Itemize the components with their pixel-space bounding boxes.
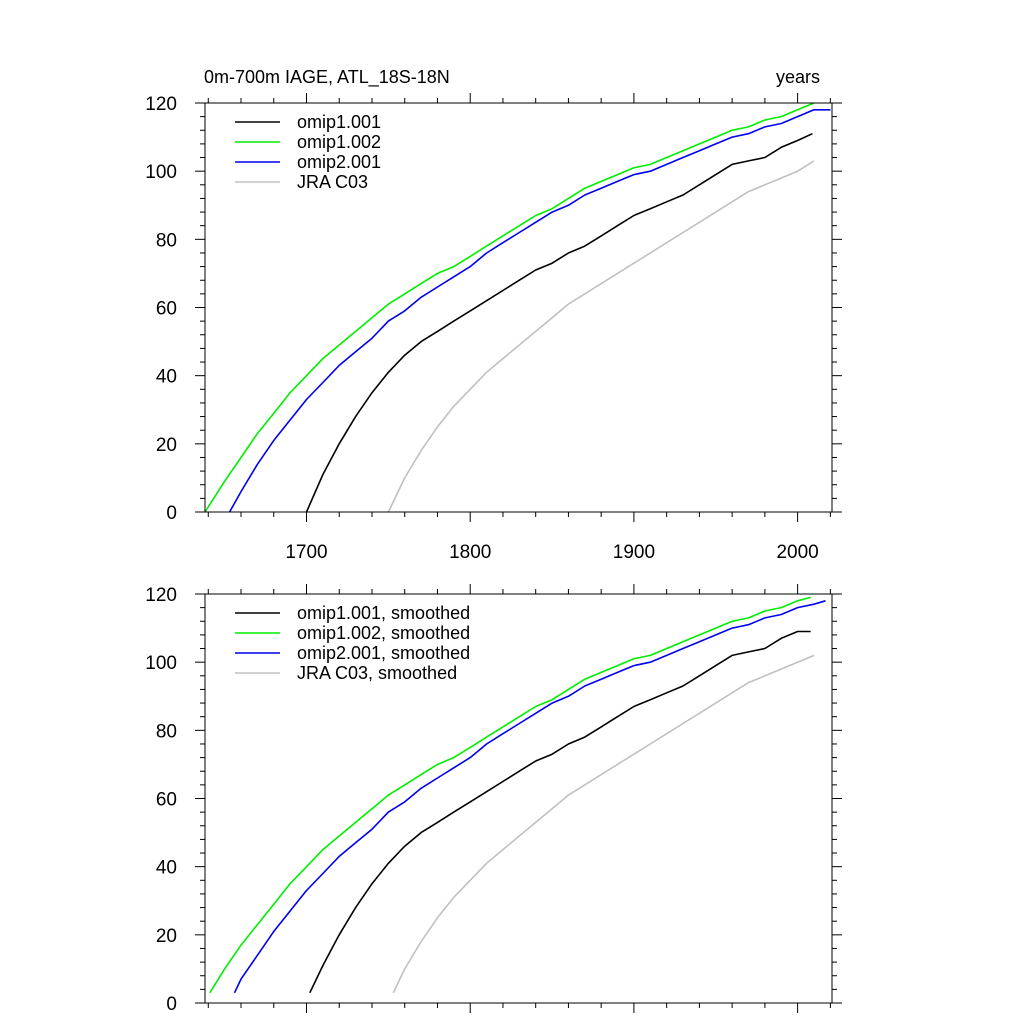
- x-tick-label: 1800: [449, 542, 491, 563]
- legend-label: omip1.001: [297, 112, 381, 132]
- series-line-2: [209, 596, 811, 994]
- legend-label: omip1.002, smoothed: [297, 623, 470, 643]
- legend-label: omip2.001: [297, 152, 381, 172]
- legend-label: omip1.001, smoothed: [297, 603, 470, 623]
- series-line-3: [233, 600, 826, 994]
- y-tick-label: 60: [156, 299, 177, 320]
- bottom-panel: 0 20 40 60 80 100 120 omip1.001, smoothedomip1.…: [145, 584, 842, 1015]
- legend-label: omip2.001, smoothed: [297, 643, 470, 663]
- y-tick-label: 40: [156, 858, 177, 879]
- y-tick-label: 80: [156, 721, 177, 742]
- series-line-4: [387, 160, 815, 513]
- chart-title: 0m-700m IAGE, ATL_18S-18N: [204, 67, 450, 88]
- y-tick-label: 0: [166, 503, 177, 524]
- series-line-4: [392, 654, 815, 994]
- y-tick-label: 80: [156, 230, 177, 251]
- series-line-1: [309, 630, 811, 994]
- x-tick-label: 2000: [776, 542, 818, 563]
- chart-units-label: years: [776, 67, 820, 87]
- y-tick-label: 20: [156, 926, 177, 947]
- y-tick-label: 0: [166, 994, 177, 1015]
- series-line-3: [228, 109, 831, 513]
- y-tick-label: 100: [145, 162, 177, 183]
- x-tick-label: 1900: [613, 542, 655, 563]
- legend-label: JRA C03, smoothed: [297, 663, 457, 683]
- y-tick-label: 20: [156, 435, 177, 456]
- legend-label: JRA C03: [297, 172, 368, 192]
- series-line-2: [204, 102, 815, 513]
- legend-label: omip1.002: [297, 132, 381, 152]
- series-line-1: [305, 132, 813, 513]
- x-tick-label: 1700: [285, 542, 327, 563]
- y-tick-label: 100: [145, 653, 177, 674]
- top-panel: 0m-700m IAGE, ATL_18S-18N years 0 20 40 60 8…: [145, 67, 842, 563]
- y-tick-label: 120: [145, 94, 177, 115]
- y-tick-label: 40: [156, 367, 177, 388]
- y-tick-label: 60: [156, 790, 177, 811]
- y-tick-label: 120: [145, 585, 177, 606]
